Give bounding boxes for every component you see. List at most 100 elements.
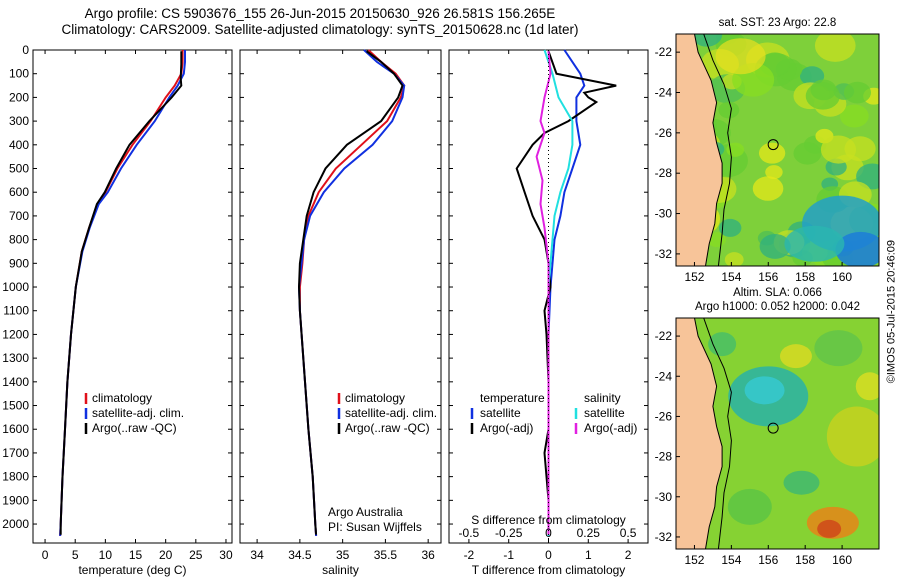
y-tick-label: -30: [655, 490, 673, 504]
y-tick-label: 800: [9, 233, 29, 247]
x-axis-label: T difference from climatology: [472, 563, 626, 577]
s-axis-label: S difference from climatology: [471, 513, 626, 527]
legend-label: climatology: [92, 391, 152, 405]
y-tick-label: 500: [9, 162, 29, 176]
y-tick-label: 1900: [2, 493, 29, 507]
y-tick-label: -26: [655, 409, 673, 423]
s-tick-label: 0.25: [577, 526, 601, 540]
land-mass: [676, 34, 723, 266]
s-tick-label: 0: [545, 526, 552, 540]
x-tick-label: 156: [758, 553, 778, 567]
plot-frame: [32, 49, 233, 544]
y-tick-label: 1100: [3, 304, 29, 318]
map-field-patch: [691, 34, 723, 47]
plot-frame: [239, 49, 442, 544]
map-field-patch: [759, 233, 791, 259]
map-field-patch: [814, 330, 863, 367]
map-field-patch: [752, 176, 784, 201]
x-tick-label: 15: [129, 548, 143, 562]
y-tick-label: -24: [655, 86, 673, 100]
legend-label: satellite-adj. clim.: [92, 406, 184, 420]
argo-australia-label: Argo Australia: [328, 505, 403, 519]
map-title: sat. SST: 23 Argo: 22.8: [719, 17, 837, 29]
x-tick-label: 0: [42, 548, 49, 562]
s-tick-label: -0.25: [495, 526, 523, 540]
map-field-patch: [826, 406, 879, 467]
y-tick-label: 1800: [2, 470, 29, 484]
map-field-patch: [758, 142, 786, 164]
map-field-patch: [783, 470, 820, 495]
x-tick-label: 160: [832, 553, 852, 567]
map-field-patch: [843, 81, 871, 104]
legend-label: Argo(..raw -QC): [345, 421, 430, 435]
x-tick-label: 160: [832, 270, 852, 284]
s-tick-label: 0.5: [620, 526, 637, 540]
legend-header-salinity: salinity: [584, 391, 621, 405]
y-tick-label: -22: [655, 329, 673, 343]
map-field: [676, 34, 879, 266]
x-tick-label: -2: [464, 548, 475, 562]
y-tick-label: 2000: [2, 517, 29, 531]
legend-label: satellite: [480, 406, 521, 420]
x-tick-label: 34.5: [288, 548, 312, 562]
map-field-patch: [765, 165, 783, 180]
series-line-argo-raw-qc-: [297, 50, 404, 535]
panel-difference-from-climatology: -2 -1 0 1 2T difference from climatology -0.5…: [448, 49, 649, 577]
x-axis-label: temperature (deg C): [78, 563, 186, 577]
legend-label: satellite: [584, 406, 625, 420]
x-tick-label: 35.5: [374, 548, 398, 562]
series-line-argo-raw-qc-: [59, 51, 183, 535]
float-position-marker: [767, 139, 779, 151]
panel-temperature: 0100200300400500600700800900100011001200…: [2, 43, 233, 577]
map-field-patch: [724, 252, 744, 266]
y-tick-label: 1600: [2, 422, 29, 436]
y-tick-label: 300: [9, 114, 29, 128]
y-tick-label: 700: [9, 209, 29, 223]
bathymetry-contour: [703, 318, 732, 549]
map-field: [676, 318, 879, 549]
y-tick-label: 200: [9, 90, 29, 104]
y-tick-label: -24: [655, 369, 673, 383]
map-field-patch: [814, 34, 856, 62]
map-field-patch: [715, 38, 766, 75]
y-tick-label: -22: [655, 45, 673, 59]
figure-title-line-2: Climatology: CARS2009. Satellite-adjuste…: [61, 22, 579, 37]
map-field-patch: [817, 519, 842, 538]
map-frame: [675, 317, 880, 550]
y-tick-label: 1000: [2, 280, 29, 294]
legend-label: climatology: [345, 391, 405, 405]
x-tick-label: 36: [421, 548, 435, 562]
y-tick-label: 100: [9, 67, 29, 81]
y-tick-label: -32: [655, 247, 673, 261]
x-tick-label: 2: [625, 548, 632, 562]
legend-label: Argo(-adj): [584, 421, 637, 435]
x-tick-label: 30: [219, 548, 233, 562]
x-tick-label: 34: [250, 548, 264, 562]
x-tick-label: 35: [336, 548, 350, 562]
y-tick-label: -28: [655, 450, 673, 464]
map-field-patch: [744, 376, 785, 405]
x-tick-label: 154: [721, 553, 741, 567]
y-tick-label: 1300: [2, 351, 29, 365]
x-tick-label: 152: [684, 270, 704, 284]
map-altim-sla-map: 152 154 156 158 160 -22 -24 -26 -28 -30 -32 Altim. …: [655, 287, 880, 567]
map-sat-sst-map: 152 154 156 158 160 -22 -24 -26 -28 -30 -32 sat. SS…: [655, 17, 880, 284]
legend-label: Argo(-adj): [480, 421, 533, 435]
y-tick-label: 1200: [2, 327, 29, 341]
figure-title-line-1: Argo profile: CS 5903676_155 26-Jun-2015…: [84, 6, 556, 21]
s-tick-label: -0.5: [459, 526, 480, 540]
land-mass: [676, 318, 723, 549]
map-field-patch: [844, 136, 876, 162]
x-tick-label: 158: [795, 270, 815, 284]
x-tick-label: 5: [72, 548, 79, 562]
x-axis-label: salinity: [322, 563, 359, 577]
map-field-patch: [835, 231, 879, 266]
map-field-patch: [805, 82, 840, 110]
x-tick-label: 20: [159, 548, 173, 562]
map-field-patch: [718, 101, 740, 119]
imos-credit: ©IMOS 05-Jul-2015 20:46:09: [885, 240, 897, 384]
x-tick-label: 1: [585, 548, 592, 562]
y-tick-label: 1400: [2, 375, 29, 389]
x-tick-label: 25: [189, 548, 203, 562]
